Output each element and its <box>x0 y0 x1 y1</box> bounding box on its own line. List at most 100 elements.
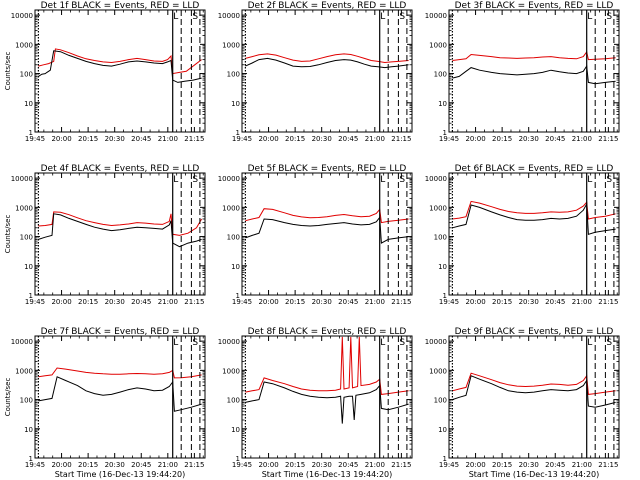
chart-title: Det 7f BLACK = Events, RED = LLD <box>41 327 200 337</box>
series-line-lld <box>38 367 202 379</box>
series-group <box>38 367 202 412</box>
plot-frame <box>34 335 206 459</box>
x-axis-label: Start Time (16-Dec-13 19:44:20) <box>469 470 600 479</box>
y-tick-label: 1000 <box>15 367 33 375</box>
marker-label: L <box>587 175 592 185</box>
x-tick-label: 20:45 <box>545 461 565 469</box>
x-tick-label: 21:00 <box>572 298 592 306</box>
x-tick-label: 21:00 <box>158 461 178 469</box>
x-tick-label: 20:00 <box>258 461 278 469</box>
x-tick-label: 19:45 <box>439 461 459 469</box>
x-tick-label: 20:00 <box>258 298 278 306</box>
series-line-lld <box>245 53 409 64</box>
x-tick-label: 19:45 <box>25 461 45 469</box>
x-tick-label: 21:00 <box>158 298 178 306</box>
x-tick-label: 20:15 <box>285 298 305 306</box>
y-tick-label: 1 <box>29 292 33 300</box>
series-line-events <box>452 375 616 408</box>
marker-label: L <box>173 12 178 22</box>
y-tick-label: 10 <box>438 100 447 108</box>
x-tick-label: 20:45 <box>131 461 151 469</box>
x-tick-label: 20:15 <box>492 461 512 469</box>
y-axis-label: Counts/sec <box>4 52 12 91</box>
series-group <box>245 53 409 69</box>
y-tick-label: 10 <box>24 426 33 434</box>
x-tick-label: 21:00 <box>365 135 385 143</box>
y-tick-label: 10000 <box>425 338 447 346</box>
y-tick-label: 100 <box>434 71 447 79</box>
y-tick-label: 10000 <box>218 175 240 183</box>
series-group <box>452 200 616 235</box>
x-tick-label: 21:00 <box>158 135 178 143</box>
y-tick-label: 10000 <box>11 175 33 183</box>
x-tick-label: 20:15 <box>78 461 98 469</box>
y-tick-label: 1 <box>29 129 33 137</box>
chart-title: Det 1f BLACK = Events, RED = LLD <box>41 1 200 11</box>
x-tick-label: 20:45 <box>338 135 358 143</box>
y-tick-label: 1 <box>29 455 33 463</box>
x-tick-label: 20:15 <box>492 298 512 306</box>
marker-label: S <box>606 12 612 22</box>
marker-label: S <box>399 175 405 185</box>
x-tick-label: 20:30 <box>312 135 332 143</box>
x-tick-label: 20:45 <box>338 461 358 469</box>
y-axis-label: Counts/sec <box>4 215 12 254</box>
series-line-lld <box>452 372 616 395</box>
y-tick-label: 1 <box>236 129 240 137</box>
y-tick-label: 1 <box>236 292 240 300</box>
chart-title: Det 3f BLACK = Events, RED = LLD <box>455 1 614 11</box>
series-line-events <box>245 216 409 244</box>
x-tick-label: 21:15 <box>598 461 618 469</box>
series-line-events <box>38 213 202 248</box>
y-axis-label: Counts/sec <box>4 378 12 417</box>
y-tick-label: 10 <box>231 426 240 434</box>
y-tick-label: 10000 <box>11 12 33 20</box>
y-tick-label: 1 <box>443 129 447 137</box>
series-line-lld <box>452 50 616 61</box>
x-tick-label: 21:00 <box>365 298 385 306</box>
series-line-events <box>245 381 409 424</box>
series-group <box>38 211 203 248</box>
marker-label: L <box>380 12 385 22</box>
x-tick-label: 20:15 <box>285 135 305 143</box>
y-tick-label: 100 <box>20 397 33 405</box>
x-axis-label: Start Time (16-Dec-13 19:44:20) <box>55 470 186 479</box>
x-tick-label: 21:15 <box>184 461 204 469</box>
x-tick-label: 19:45 <box>232 135 252 143</box>
x-tick-label: 21:15 <box>391 135 411 143</box>
x-tick-label: 20:30 <box>312 461 332 469</box>
marker-label: S <box>192 338 198 348</box>
series-line-lld <box>245 208 409 224</box>
x-tick-label: 20:00 <box>51 135 71 143</box>
y-tick-label: 1000 <box>15 41 33 49</box>
x-tick-label: 20:00 <box>465 298 485 306</box>
x-tick-label: 20:30 <box>519 298 539 306</box>
y-tick-label: 10000 <box>218 12 240 20</box>
plot-frame <box>448 172 620 296</box>
y-tick-label: 1 <box>443 292 447 300</box>
y-tick-label: 100 <box>434 397 447 405</box>
x-tick-label: 19:45 <box>232 461 252 469</box>
y-tick-label: 10 <box>24 100 33 108</box>
y-tick-label: 10000 <box>425 12 447 20</box>
y-tick-label: 1 <box>236 455 240 463</box>
chart-title: Det 9f BLACK = Events, RED = LLD <box>455 327 614 337</box>
series-group <box>452 50 616 85</box>
y-tick-label: 1000 <box>222 204 240 212</box>
plot-frame <box>241 172 413 296</box>
x-tick-label: 21:15 <box>598 135 618 143</box>
y-tick-label: 1000 <box>222 41 240 49</box>
marker-label: S <box>192 175 198 185</box>
x-tick-label: 19:45 <box>439 135 459 143</box>
y-tick-label: 100 <box>227 397 240 405</box>
marker-label: S <box>192 12 198 22</box>
plot-frame <box>34 9 206 133</box>
